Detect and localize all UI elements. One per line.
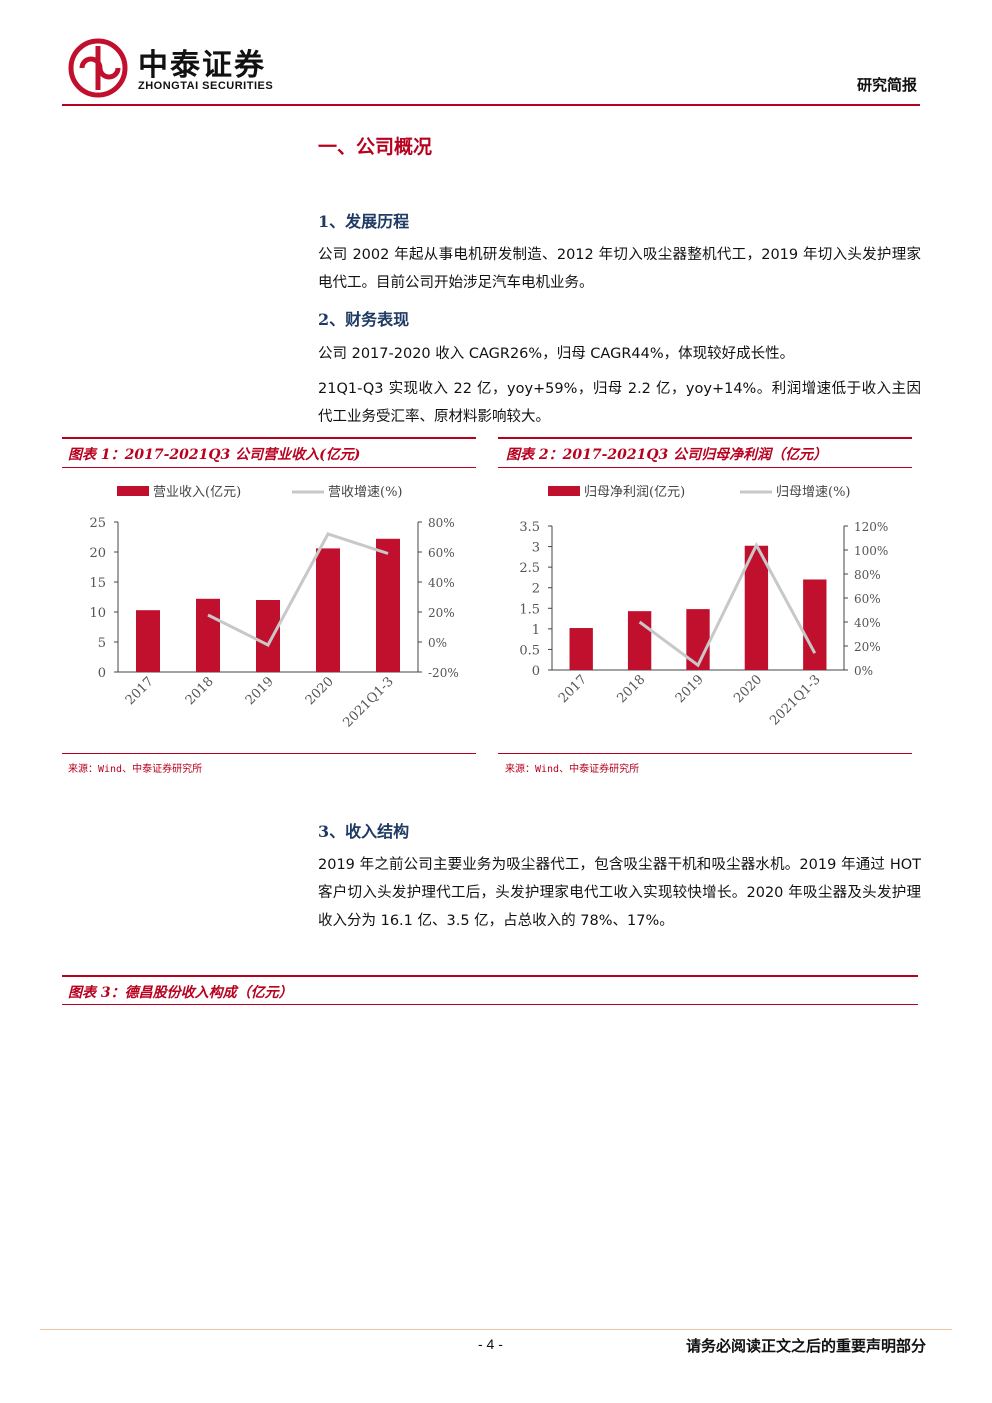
bar-2017 (569, 628, 593, 670)
right-tick-label: 80% (854, 568, 881, 582)
left-tick-label: 2 (532, 582, 540, 597)
fig2-title: 图表 2：2017-2021Q3 公司归母净利润（亿元） (506, 447, 828, 463)
left-tick-label: 0 (98, 666, 106, 681)
growth-line (207, 532, 389, 647)
left-tick-label: 3 (532, 541, 540, 556)
left-tick-label: 20 (89, 546, 106, 561)
fig1-bottom-rule (62, 753, 476, 754)
fig1-source: 来源：Wind、中泰证券研究所 (68, 764, 203, 775)
right-tick-label: 0% (854, 664, 873, 678)
bar-2018 (196, 598, 220, 672)
legend-bar-label: 营业收入(亿元) (153, 485, 241, 500)
logo-english-name: ZHONGTAI SECURITIES (138, 80, 274, 92)
revenue-chart: 营业收入(亿元) 营收增速(%) 0 5 10 15 20 25 -20% 0% 20% 40% 60%… (89, 485, 459, 731)
category-label: 2021Q1-3 (767, 672, 823, 728)
left-tick-label: 2.5 (519, 561, 540, 576)
subsection-revenue-structure-title: 3、收入结构 (318, 822, 410, 841)
left-tick-label: 15 (89, 576, 106, 591)
bar-2019 (256, 600, 280, 672)
left-tick-label: 0.5 (519, 643, 540, 658)
category-label: 2018 (183, 674, 217, 708)
category-label: 2019 (673, 672, 707, 706)
category-label: 2017 (556, 672, 590, 706)
right-tick-label: -20% (428, 666, 459, 680)
fig2-top-rule (498, 437, 912, 439)
category-label: 2019 (243, 674, 277, 708)
revenue-structure-paragraph: 2019 年之前公司主要业务为吸尘器代工，包含吸尘器干机和吸尘器水机。2019 … (318, 857, 921, 929)
page-number: - 4 - (478, 1336, 503, 1352)
legend-line-label: 营收增速(%) (328, 485, 403, 500)
right-tick-label: 80% (428, 516, 455, 530)
left-tick-label: 5 (98, 636, 106, 651)
fig3-top-rule (62, 975, 918, 977)
report-type-label: 研究简报 (856, 76, 917, 94)
header-divider (62, 104, 920, 106)
bar-2018 (627, 611, 652, 670)
right-tick-label: 60% (854, 592, 881, 606)
fig1-title: 图表 1：2017-2021Q3 公司营业收入(亿元) (68, 447, 361, 463)
left-tick-label: 1.5 (519, 602, 540, 617)
footer-divider (40, 1329, 952, 1330)
right-tick-label: 40% (428, 576, 455, 590)
category-label: 2017 (123, 674, 157, 708)
category-label: 2018 (614, 672, 648, 706)
right-tick-label: 0% (428, 636, 447, 650)
bar-2017 (136, 610, 160, 672)
footer-disclaimer: 请务必阅读正文之后的重要声明部分 (685, 1337, 926, 1355)
left-tick-label: 0 (532, 664, 540, 679)
subsection-finance-title: 2、财务表现 (318, 310, 410, 329)
fig2-source: 来源：Wind、中泰证券研究所 (505, 764, 640, 775)
finance-paragraph-2: 21Q1-Q3 实现收入 22 亿，yoy+59%，归母 2.2 亿，yoy+1… (318, 381, 921, 425)
right-tick-label: 20% (854, 640, 881, 654)
net-profit-chart: 归母净利润(亿元) 归母增速(%) 0 0.5 1 1.5 2 2.5 3 3.5 0% 20% 40%… (519, 485, 888, 729)
fig2-bottom-rule (498, 753, 912, 754)
bar-2020 (744, 545, 769, 670)
right-tick-label: 120% (854, 520, 888, 534)
left-tick-label: 1 (532, 623, 540, 638)
history-paragraph: 公司 2002 年起从事电机研发制造、2012 年切入吸尘器整机代工，2019 … (318, 247, 921, 291)
left-tick-label: 25 (89, 516, 106, 531)
legend-bar-swatch (117, 486, 149, 496)
growth-line (638, 541, 817, 668)
right-tick-label: 60% (428, 546, 455, 560)
category-label: 2020 (303, 674, 337, 708)
fig3-title: 图表 3：德昌股份收入构成（亿元） (68, 985, 293, 1001)
fig3-title-rule (62, 1004, 918, 1005)
finance-paragraph-1: 公司 2017-2020 收入 CAGR26%，归母 CAGR44%，体现较好成… (318, 346, 795, 362)
subsection-history-title: 1、发展历程 (318, 212, 410, 231)
company-logo (68, 38, 128, 98)
fig1-title-rule (62, 467, 476, 468)
left-tick-label: 10 (89, 606, 106, 621)
legend-bar-swatch (548, 486, 580, 496)
category-label: 2021Q1-3 (340, 674, 396, 730)
right-tick-label: 40% (854, 616, 881, 630)
section-title: 一、公司概况 (318, 136, 433, 158)
left-tick-label: 3.5 (519, 520, 540, 535)
right-tick-label: 20% (428, 606, 455, 620)
legend-line-label: 归母增速(%) (776, 485, 851, 500)
legend-bar-label: 归母净利润(亿元) (584, 485, 685, 500)
logo-chinese-name: 中泰证券 (138, 48, 266, 83)
bar-2021Q1-3 (376, 538, 400, 672)
bar-2020 (316, 548, 340, 672)
right-tick-label: 100% (854, 544, 888, 558)
fig2-title-rule (498, 467, 912, 468)
bar-2021Q1-3 (803, 579, 827, 670)
category-label: 2020 (731, 672, 765, 706)
fig1-top-rule (62, 437, 476, 439)
